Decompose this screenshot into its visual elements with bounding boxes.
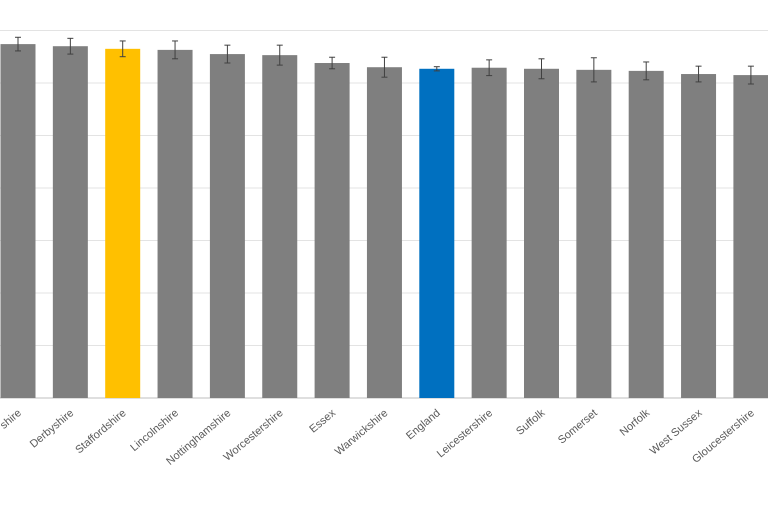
x-tick-label: Leicestershire	[435, 407, 495, 460]
x-tick-label: Somerset	[556, 407, 600, 446]
bar	[576, 69, 612, 398]
bar	[209, 54, 245, 399]
x-tick-label: shire	[0, 407, 24, 432]
x-tick-label: Lincolnshire	[128, 407, 181, 454]
bar	[628, 70, 664, 398]
bar	[157, 49, 193, 399]
x-tick-label: England	[404, 407, 443, 442]
bar	[52, 46, 88, 398]
bar	[262, 55, 298, 398]
bar	[105, 48, 141, 398]
bar	[733, 75, 768, 398]
bar	[314, 63, 350, 399]
bar	[681, 74, 717, 398]
bar	[419, 68, 455, 399]
x-tick-label: Essex	[307, 407, 338, 436]
x-tick-label: Norfolk	[618, 407, 653, 439]
x-tick-label: Suffolk	[514, 407, 548, 438]
bar	[366, 67, 402, 399]
bar	[524, 68, 559, 399]
x-tick-label: Staffordshire	[73, 407, 128, 456]
bar	[0, 44, 36, 399]
x-tick-label: West Sussex	[648, 407, 705, 458]
x-tick-label: Warwickshire	[333, 407, 391, 458]
x-tick-label: Derbyshire	[28, 407, 76, 450]
bar	[471, 67, 507, 398]
